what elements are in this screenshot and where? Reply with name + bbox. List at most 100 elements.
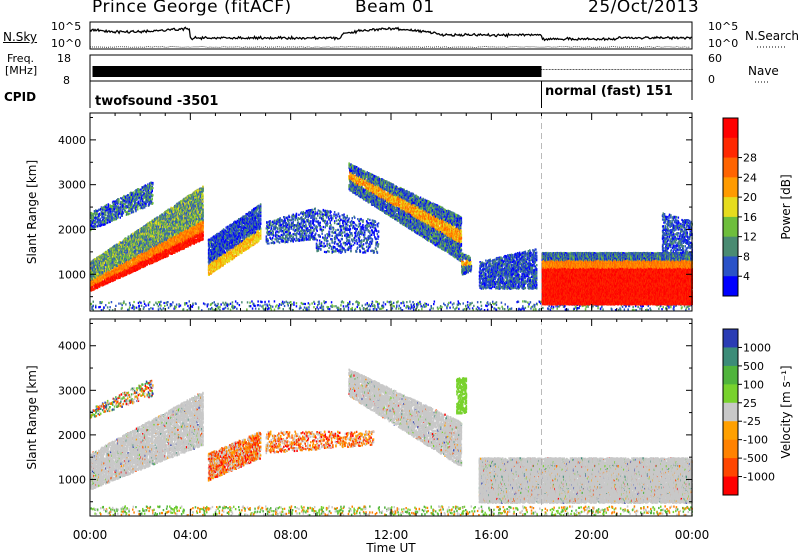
nave-point (683, 69, 684, 70)
nave-point (636, 69, 637, 70)
nave-point (575, 69, 576, 70)
nave-point (633, 69, 634, 70)
nave-point (657, 69, 658, 70)
nave-point (576, 69, 577, 70)
nave-point (582, 69, 583, 70)
nave-point (650, 69, 651, 70)
nave-point (542, 69, 543, 70)
nave-point (570, 69, 571, 70)
nave-point (612, 69, 613, 70)
nave-point (588, 69, 589, 70)
nave-point (627, 69, 628, 70)
nave-point (626, 69, 627, 70)
nave-point (621, 69, 622, 70)
scatter-cell (93, 284, 95, 286)
nsky-strip-frame (90, 22, 692, 49)
nave-point (545, 69, 546, 70)
nave-point (629, 69, 630, 70)
nave-point (642, 69, 643, 70)
nave-point (591, 69, 592, 70)
nave-point (692, 69, 693, 70)
nave-point (656, 69, 657, 70)
nave-point (597, 69, 598, 70)
nave-point (579, 69, 580, 70)
nave-point (618, 69, 619, 70)
nave-point (645, 69, 646, 70)
nave-point (677, 69, 678, 70)
nave-point (578, 69, 579, 70)
nave-point (551, 69, 552, 70)
nave-point (686, 69, 687, 70)
nave-point (632, 69, 633, 70)
nave-point (654, 69, 655, 70)
scatter-cell (93, 277, 95, 279)
nave-point (581, 69, 582, 70)
nave-point (660, 69, 661, 70)
nave-point (615, 69, 616, 70)
rti-figure: 1000200030004000Slant Range [km] 1000200… (0, 0, 800, 554)
nave-point (585, 69, 586, 70)
nave-point (669, 69, 670, 70)
nave-point (659, 69, 660, 70)
nave-point (554, 69, 555, 70)
nave-point (552, 69, 553, 70)
nave-point (624, 69, 625, 70)
nave-point (593, 69, 594, 70)
nave-point (662, 69, 663, 70)
nave-point (594, 69, 595, 70)
nave-point (638, 69, 639, 70)
nave-point (678, 69, 679, 70)
nave-point (549, 69, 550, 70)
freq-trace (93, 66, 542, 77)
nave-point (630, 69, 631, 70)
nave-point (648, 69, 649, 70)
nave-point (671, 69, 672, 70)
nave-point (561, 69, 562, 70)
nave-point (641, 69, 642, 70)
nave-point (560, 69, 561, 70)
nave-point (563, 69, 564, 70)
nave-point (681, 69, 682, 70)
nave-point (587, 69, 588, 70)
nave-point (555, 69, 556, 70)
nave-point (558, 69, 559, 70)
nave-point (635, 69, 636, 70)
nave-point (599, 69, 600, 70)
nave-point (602, 69, 603, 70)
nave-point (569, 69, 570, 70)
nave-point (644, 69, 645, 70)
nave-point (543, 69, 544, 70)
nave-point (548, 69, 549, 70)
nave-point (557, 69, 558, 70)
nave-point (687, 69, 688, 70)
nave-point (564, 69, 565, 70)
nave-point (620, 69, 621, 70)
nave-point (639, 69, 640, 70)
nave-point (614, 69, 615, 70)
nave-point (665, 69, 666, 70)
nave-point (647, 69, 648, 70)
nave-point (689, 69, 690, 70)
nave-point (546, 69, 547, 70)
nave-point (680, 69, 681, 70)
nave-point (609, 69, 610, 70)
nave-point (651, 69, 652, 70)
nave-point (617, 69, 618, 70)
nave-point (674, 69, 675, 70)
nave-point (590, 69, 591, 70)
nave-point (666, 69, 667, 70)
nave-point (573, 69, 574, 70)
nave-point (690, 69, 691, 70)
nave-point (596, 69, 597, 70)
nave-point (584, 69, 585, 70)
nave-point (567, 69, 568, 70)
nave-point (605, 69, 606, 70)
nave-point (606, 69, 607, 70)
nave-point (566, 69, 567, 70)
nave-point (663, 69, 664, 70)
nave-point (672, 69, 673, 70)
nave-point (603, 69, 604, 70)
nave-point (572, 69, 573, 70)
nave-point (675, 69, 676, 70)
